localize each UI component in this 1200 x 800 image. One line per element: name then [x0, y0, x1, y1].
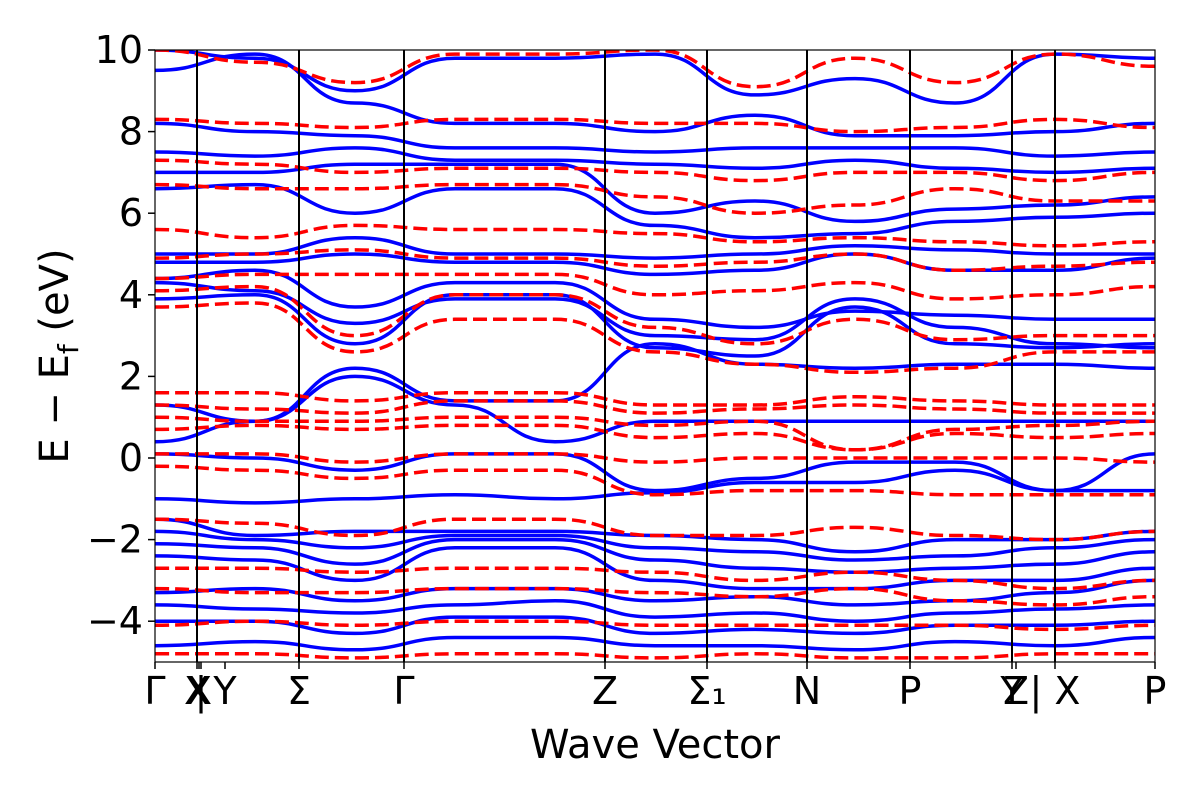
x-tick-label: | X	[1030, 669, 1081, 714]
x-tick-label: N	[793, 669, 821, 713]
dashed-band-line	[155, 586, 1155, 607]
y-tick-label: −4	[87, 599, 143, 643]
y-tick-label: 4	[119, 273, 143, 317]
x-tick-label: Γ	[144, 669, 165, 713]
x-tick-label: Z	[592, 669, 618, 713]
solid-band-line	[155, 529, 1155, 562]
plot-frame	[154, 49, 1156, 663]
dashed-band-line	[155, 452, 1155, 464]
y-tick-label: 10	[95, 28, 143, 72]
dashed-band-line	[155, 517, 1155, 542]
x-tick-label: Γ	[393, 669, 414, 713]
dashed-band-line	[155, 619, 1155, 632]
solid-band-line	[155, 52, 1155, 138]
solid-band-line	[155, 162, 1155, 224]
y-tick-label: −2	[87, 518, 143, 562]
dashed-band-line	[155, 284, 1155, 346]
x-tick-label: P	[1144, 669, 1167, 713]
solid-band-line	[155, 50, 1155, 105]
solid-band-line	[155, 280, 1155, 350]
solid-band-line	[155, 468, 1155, 505]
x-tick-label: Z	[1003, 669, 1029, 713]
dashed-band-line	[155, 301, 1155, 375]
solid-band-line	[155, 599, 1155, 623]
dashed-band-line	[155, 464, 1155, 497]
dashed-band-line	[155, 652, 1155, 660]
dashed-band-line	[155, 182, 1155, 215]
x-axis-label: Wave Vector	[530, 722, 781, 768]
dashed-band-line	[155, 423, 1155, 452]
solid-band-line	[155, 635, 1155, 652]
x-tick-label: X	[184, 669, 210, 713]
solid-band-line	[155, 182, 1155, 240]
dashed-band-line	[155, 566, 1155, 591]
y-axis-label: E − Ef (eV)	[32, 248, 85, 463]
y-axis-label-unit: (eV)	[32, 248, 78, 344]
x-tick-label: Y	[212, 669, 237, 713]
x-tick-label: X	[186, 669, 212, 713]
solid-band-line	[155, 146, 1155, 175]
x-tick-label: Σ	[287, 669, 311, 713]
solid-band-line	[155, 268, 1155, 330]
x-tick-label: P	[899, 669, 922, 713]
solid-band-line	[155, 121, 1155, 158]
y-tick-label: 6	[119, 191, 143, 235]
y-axis: −4 −2 0 2 4 6 8 10	[87, 28, 155, 643]
y-tick-label: 0	[119, 436, 143, 480]
dashed-band-line	[155, 415, 1155, 452]
y-axis-label-sub: f	[52, 343, 85, 354]
x-tick-label: Σ₁	[687, 669, 726, 713]
solid-band-line	[155, 452, 1155, 493]
dashed-band-line	[155, 272, 1155, 301]
y-tick-label: 8	[119, 110, 143, 154]
dashed-band-line	[155, 158, 1155, 183]
solid-band-line	[155, 293, 1155, 358]
dashed-band-line	[155, 223, 1155, 248]
solid-band-line	[155, 578, 1155, 607]
solid-band-line	[155, 235, 1155, 260]
dashed-band-line	[155, 248, 1155, 273]
solid-band-line	[155, 252, 1155, 277]
dashed-band-line	[155, 117, 1155, 134]
dashed-band-line	[155, 399, 1155, 415]
high-symmetry-lines	[196, 50, 1056, 662]
solid-band-line	[155, 546, 1155, 591]
bands-layer	[155, 50, 1155, 660]
dashed-band-line	[155, 390, 1155, 407]
x-tick-label: |	[195, 669, 208, 714]
solid-band-line	[155, 537, 1155, 574]
solid-band-line	[155, 374, 1155, 444]
y-axis-label-main: E − E	[32, 354, 78, 464]
dashed-band-line	[155, 50, 1155, 89]
y-tick-label: 2	[119, 354, 143, 398]
x-tick-label: Y	[999, 669, 1024, 713]
